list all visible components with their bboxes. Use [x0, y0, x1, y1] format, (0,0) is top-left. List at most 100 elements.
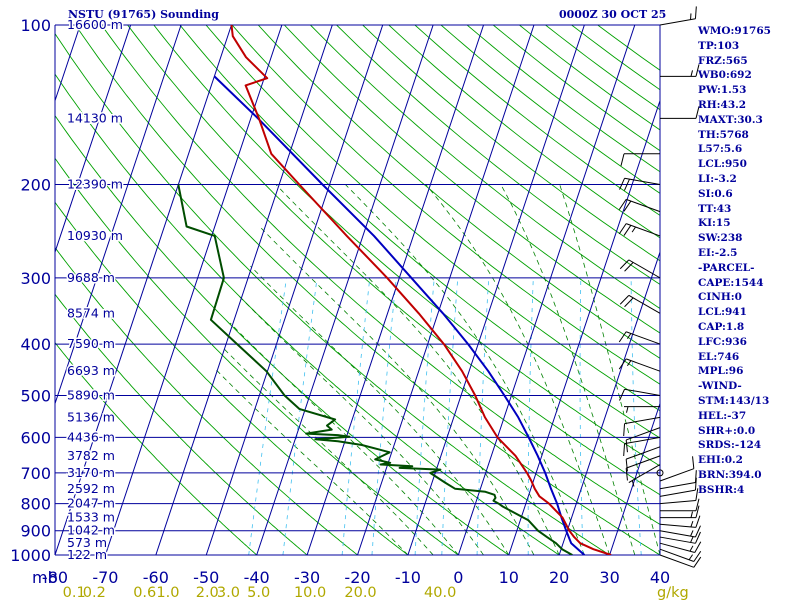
wind-barb-half-feather — [631, 226, 636, 233]
wind-barb-feather — [623, 443, 626, 457]
mixing-ratio-label: 3.0 — [217, 585, 240, 600]
wind-barb-staff — [624, 416, 661, 425]
index-item: PW:1.53 — [698, 84, 747, 97]
index-item: KI:15 — [698, 217, 731, 230]
wind-barb — [619, 177, 661, 191]
pressure-tick-label: 1000 — [10, 546, 51, 565]
mixing-ratio-line — [341, 277, 371, 555]
dry-adiabat-line — [101, 25, 660, 526]
index-item: WB0:692 — [698, 69, 752, 82]
wind-barb-staff — [628, 464, 661, 483]
dry-adiabat-line — [388, 25, 660, 239]
wind-barb — [659, 531, 701, 544]
index-item: STM:143/13 — [698, 394, 770, 407]
index-item: LCL:950 — [698, 158, 747, 171]
temperature-tick-label: -20 — [344, 568, 370, 587]
wind-barb-half-feather — [631, 480, 635, 487]
isotherm-line — [205, 25, 384, 555]
pressure-tick-label: 300 — [20, 269, 51, 288]
wind-barb — [659, 525, 701, 538]
temperature-tick-label: 20 — [549, 568, 569, 587]
wind-barb-feather — [618, 223, 627, 235]
wind-barb-half-feather — [688, 554, 694, 561]
moist-adiabat-line — [275, 184, 560, 555]
wind-barb-staff — [626, 223, 661, 237]
dry-adiabat-line — [55, 157, 459, 555]
pressure-tick-label: 500 — [20, 386, 51, 405]
wind-barb-half-feather — [690, 530, 694, 537]
mixing-ratio-label: 10.0 — [294, 585, 326, 600]
temperature-tick-label: 0 — [453, 568, 463, 587]
wind-barb — [659, 554, 702, 568]
wind-barb-feather — [625, 468, 628, 481]
temperature-tick-label: -10 — [395, 568, 421, 587]
wind-barb-feather — [694, 477, 697, 491]
wind-barb-feather — [693, 556, 702, 568]
height-label: 8574 m — [67, 305, 115, 320]
mixing-ratio-line — [282, 277, 318, 555]
wind-barb — [628, 464, 661, 487]
mixing-ratio-label: 5.0 — [247, 585, 270, 600]
dry-adiabat-line — [205, 25, 660, 412]
index-item: LFC:936 — [698, 335, 747, 348]
wind-barb-staff — [659, 530, 696, 538]
dry-adiabat-line — [310, 25, 660, 309]
mixing-ratio-line — [579, 277, 584, 555]
wind-barb-staff — [659, 468, 694, 482]
pressure-tick-label: 700 — [20, 464, 51, 483]
index-item: BSHR:4 — [698, 483, 745, 496]
moist-adiabat-line — [214, 368, 409, 555]
dry-adiabat-line — [55, 32, 610, 555]
wind-barb-feather — [618, 331, 627, 343]
height-label: 16600 m — [67, 17, 123, 32]
index-item: RH:43.2 — [698, 98, 747, 111]
wind-barb — [659, 548, 702, 562]
mixing-ratio-label: 0.6 — [133, 585, 156, 600]
wind-barbs — [618, 6, 702, 568]
moist-adiabat-line — [239, 296, 484, 555]
wind-barb-feather — [623, 178, 630, 191]
wind-barb-feather — [693, 550, 702, 562]
index-item: CAPE:1544 — [698, 276, 764, 289]
moist-adiabat-line — [559, 184, 660, 555]
wind-barb-feather — [624, 297, 634, 308]
wind-barb-staff — [628, 294, 661, 314]
wind-barb-feather — [694, 531, 701, 544]
wind-barb — [618, 223, 661, 237]
wind-barb-feather — [619, 295, 630, 305]
stability-indices-panel: WMO:91765 TP:103 FRZ:565 WB0:692 PW:1.53 RH:4… — [698, 24, 771, 498]
wind-barb-staff — [624, 177, 661, 186]
height-label: 1533 m — [67, 510, 115, 525]
wind-barb-feather — [694, 470, 697, 483]
wind-barb — [623, 416, 661, 437]
mixing-ratio-label: 20.0 — [344, 585, 376, 600]
dry-adiabat-line — [362, 25, 660, 262]
index-item: CINH:0 — [698, 291, 742, 304]
wind-barb-staff — [659, 548, 694, 562]
height-label: 7590 m — [67, 336, 115, 351]
wind-barb-half-feather — [690, 520, 694, 528]
isotherm-line — [508, 99, 660, 555]
wind-barb-staff — [626, 358, 661, 372]
dry-adiabat-line — [231, 25, 660, 385]
wind-barb — [623, 436, 661, 457]
wind-barb — [625, 427, 661, 453]
wind-barb — [618, 331, 661, 345]
wind-barb — [625, 446, 661, 472]
index-item: SI:0.6 — [698, 187, 733, 200]
wind-barb-feather — [618, 358, 627, 370]
index-item: -PARCEL- — [698, 261, 755, 274]
wind-barb-feather — [625, 439, 628, 453]
wind-barb — [660, 498, 700, 512]
wind-barb-half-feather — [626, 333, 632, 339]
mixing-ratio-label: 2.0 — [196, 585, 219, 600]
temperature-tick-label: 10 — [499, 568, 519, 587]
wind-barb-feather — [625, 459, 628, 472]
index-item: EI:-2.5 — [698, 246, 738, 259]
index-item: LCL:941 — [698, 306, 747, 319]
mixing-ratio-line — [414, 277, 435, 555]
wind-barb-feather — [623, 225, 632, 236]
dry-adiabat-line — [55, 293, 308, 555]
height-label: 3170 m — [67, 465, 115, 480]
